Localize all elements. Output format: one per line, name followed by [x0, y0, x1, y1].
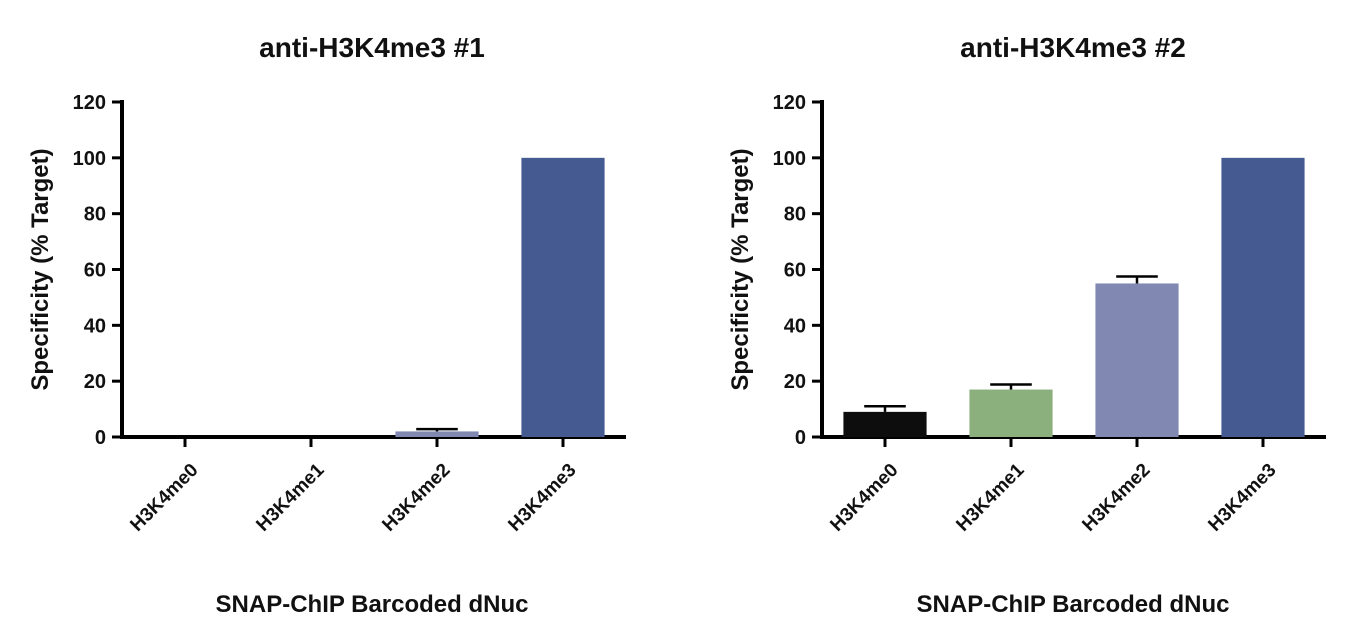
y-tick-label: 60	[84, 260, 106, 282]
y-tick-label: 120	[773, 92, 806, 114]
y-axis-label: Specificity (% Target)	[27, 148, 54, 390]
x-axis-label: SNAP-ChIP Barcoded dNuc	[216, 591, 529, 618]
y-tick-label: 40	[84, 315, 106, 337]
bar-H3K4me1	[969, 389, 1053, 437]
y-tick-label: 60	[784, 260, 806, 282]
y-tick-label: 120	[73, 92, 106, 114]
chart-panel-2: anti-H3K4me3 #2 Specificity (% Target) SNA…	[727, 32, 1326, 618]
y-tick-label: 0	[795, 427, 806, 449]
y-tick-label: 20	[84, 371, 106, 393]
x-tick-label-H3K4me0: H3K4me0	[126, 460, 202, 536]
x-tick-label-H3K4me1: H3K4me1	[252, 459, 328, 535]
y-axis-label: Specificity (% Target)	[727, 148, 754, 390]
y-tick-label: 80	[784, 204, 806, 226]
bar-H3K4me2	[1095, 283, 1179, 437]
x-tick-label-H3K4me3: H3K4me3	[504, 460, 580, 536]
y-tick-label: 100	[73, 148, 106, 170]
x-axis-label: SNAP-ChIP Barcoded dNuc	[917, 591, 1230, 618]
x-tick-label-H3K4me2: H3K4me2	[378, 460, 454, 536]
chart-panel-1: anti-H3K4me3 #1 Specificity (% Target) SNA…	[27, 32, 626, 618]
chart-title: anti-H3K4me3 #2	[960, 32, 1186, 63]
y-tick-label: 100	[773, 148, 806, 170]
x-tick-label-H3K4me1: H3K4me1	[952, 459, 1028, 535]
bar-H3K4me3	[1221, 157, 1305, 438]
y-tick-label: 20	[784, 371, 806, 393]
bar-H3K4me2	[395, 431, 479, 437]
y-tick-label: 0	[95, 427, 106, 449]
x-tick-label-H3K4me3: H3K4me3	[1204, 460, 1280, 536]
x-tick-label-H3K4me2: H3K4me2	[1078, 460, 1154, 536]
y-tick-label: 40	[784, 315, 806, 337]
y-tick-label: 80	[84, 204, 106, 226]
chart-title: anti-H3K4me3 #1	[259, 32, 485, 63]
x-tick-label-H3K4me0: H3K4me0	[826, 460, 902, 536]
bar-H3K4me0	[843, 411, 927, 437]
bar-H3K4me3	[521, 157, 605, 438]
